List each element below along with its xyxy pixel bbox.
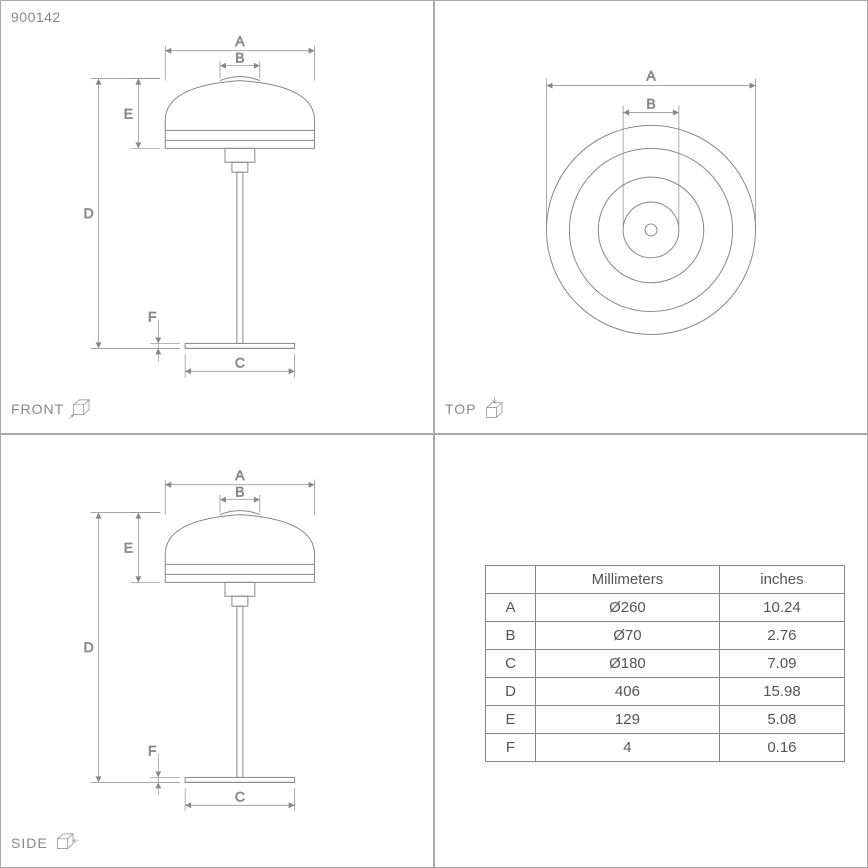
top-dim-A: A [646, 68, 656, 84]
side-drawing: A B C D [1, 435, 433, 867]
cell-mm: 406 [536, 678, 720, 706]
dim-D: D [84, 205, 94, 221]
product-id: 900142 [11, 9, 61, 25]
top-cube-icon [481, 395, 509, 423]
cell-mm: Ø70 [536, 622, 720, 650]
cell-key: F [486, 734, 536, 762]
dim-F: F [148, 309, 157, 325]
dim-E: E [124, 105, 133, 121]
top-drawing: A B [435, 1, 867, 433]
header-blank [486, 566, 536, 594]
table-header-row: Millimeters inches [486, 566, 845, 594]
lamp-side-outline [165, 511, 314, 783]
cell-in: 10.24 [719, 594, 844, 622]
top-label-text: TOP [445, 401, 477, 417]
side-dim-C: C [235, 788, 245, 804]
cell-in: 7.09 [719, 650, 844, 678]
top-panel: A B TOP [434, 0, 868, 434]
side-dim-E: E [124, 539, 133, 555]
cell-key: A [486, 594, 536, 622]
cell-in: 0.16 [719, 734, 844, 762]
cell-key: C [486, 650, 536, 678]
front-drawing: A B C [1, 1, 433, 433]
table-row: D 406 15.98 [486, 678, 845, 706]
table-row: A Ø260 10.24 [486, 594, 845, 622]
table-panel: Millimeters inches A Ø260 10.24 B Ø70 2.… [434, 434, 868, 868]
top-rings [546, 125, 755, 334]
table-row: F 4 0.16 [486, 734, 845, 762]
front-label: FRONT [11, 395, 96, 423]
top-dim-B: B [646, 96, 655, 112]
lamp-front-outline [165, 77, 314, 349]
table-row: E 129 5.08 [486, 706, 845, 734]
side-dim-A: A [235, 467, 245, 483]
front-cube-icon [68, 395, 96, 423]
cell-mm: Ø180 [536, 650, 720, 678]
front-label-text: FRONT [11, 401, 64, 417]
table-body: A Ø260 10.24 B Ø70 2.76 C Ø180 7.09 [486, 594, 845, 762]
dimension-table-wrap: Millimeters inches A Ø260 10.24 B Ø70 2.… [485, 565, 837, 762]
cell-key: D [486, 678, 536, 706]
top-dimensions: A B [546, 68, 755, 225]
cell-key: B [486, 622, 536, 650]
header-in: inches [719, 566, 844, 594]
side-label-text: SIDE [11, 835, 48, 851]
cell-in: 15.98 [719, 678, 844, 706]
dim-B: B [235, 50, 244, 66]
side-dim-D: D [84, 639, 94, 655]
cell-key: E [486, 706, 536, 734]
dimension-table: Millimeters inches A Ø260 10.24 B Ø70 2.… [485, 565, 845, 762]
side-label: SIDE [11, 829, 80, 857]
dim-C: C [235, 354, 245, 370]
cell-mm: Ø260 [536, 594, 720, 622]
cell-mm: 4 [536, 734, 720, 762]
side-dim-F: F [148, 743, 157, 759]
dim-A: A [235, 33, 245, 49]
front-dimensions: A B C [84, 33, 315, 377]
header-mm: Millimeters [536, 566, 720, 594]
side-panel: A B C D [0, 434, 434, 868]
table-row: B Ø70 2.76 [486, 622, 845, 650]
side-dim-B: B [235, 484, 244, 500]
cell-in: 2.76 [719, 622, 844, 650]
top-label: TOP [445, 395, 509, 423]
cell-mm: 129 [536, 706, 720, 734]
front-panel: 900142 [0, 0, 434, 434]
table-row: C Ø180 7.09 [486, 650, 845, 678]
side-dimensions: A B C D [84, 467, 315, 811]
side-cube-icon [52, 829, 80, 857]
cell-in: 5.08 [719, 706, 844, 734]
